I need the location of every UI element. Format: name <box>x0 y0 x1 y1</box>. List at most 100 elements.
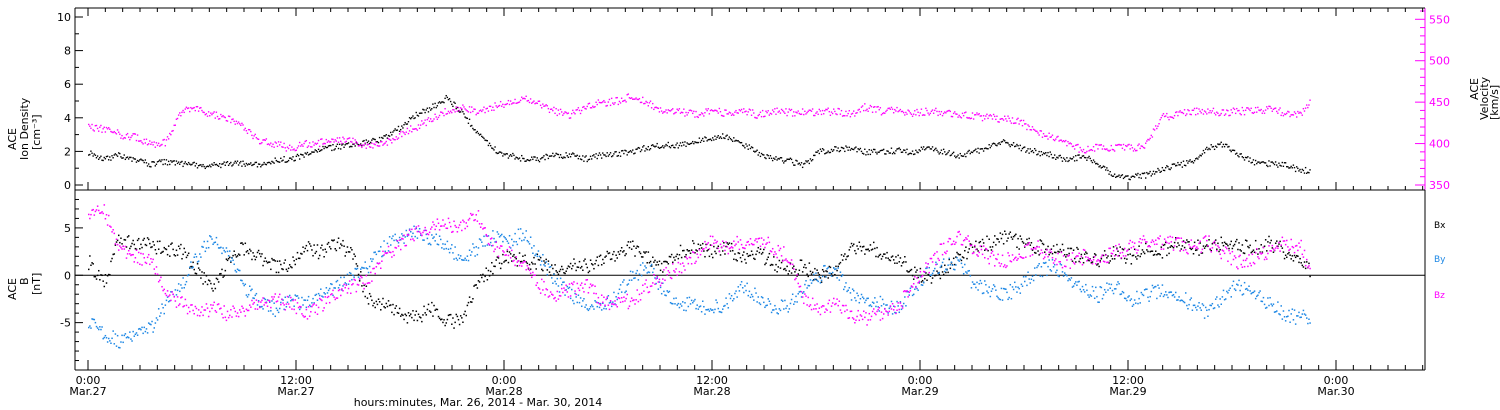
bottom-data-point <box>648 261 651 264</box>
bottom-data-point <box>139 327 141 330</box>
bottom-data-point <box>1288 309 1290 312</box>
top-data-point <box>246 164 249 166</box>
bottom-data-point <box>97 328 100 331</box>
bottom-data-point <box>1252 291 1255 294</box>
bottom-data-point <box>487 235 490 237</box>
bottom-data-point <box>1117 281 1119 283</box>
top-data-point <box>325 146 328 149</box>
bottom-data-point <box>1224 242 1227 245</box>
bottom-data-point <box>961 266 964 269</box>
bottom-data-point <box>177 304 180 307</box>
bottom-data-point <box>634 255 636 257</box>
bottom-data-point <box>516 261 519 263</box>
bottom-data-point <box>1277 245 1279 247</box>
bottom-data-point <box>803 291 805 293</box>
bottom-data-point <box>1015 233 1017 236</box>
top-data-point <box>1128 178 1130 180</box>
bottom-data-point <box>559 277 562 280</box>
bottom-data-point <box>1009 283 1012 286</box>
bottom-data-point <box>618 288 621 291</box>
top-data-point <box>154 146 157 148</box>
bottom-data-point <box>874 297 876 299</box>
bottom-data-point <box>518 252 521 254</box>
top-data-point <box>761 109 764 112</box>
bottom-data-point <box>381 303 383 306</box>
top-data-point <box>199 107 201 109</box>
bottom-data-point <box>536 253 539 256</box>
top-data-point <box>94 154 97 156</box>
bottom-data-point <box>926 279 928 282</box>
top-right-tick-label: 550 <box>1429 13 1450 26</box>
top-data-point <box>1238 156 1240 158</box>
top-data-point <box>1194 113 1197 116</box>
bottom-data-point <box>778 308 781 310</box>
bottom-data-point <box>1083 291 1086 293</box>
top-data-point <box>764 156 766 159</box>
bottom-data-point <box>239 269 241 272</box>
bottom-data-point <box>384 250 386 253</box>
top-data-point <box>1043 135 1046 137</box>
bottom-data-point <box>214 287 217 290</box>
top-data-point <box>978 113 980 115</box>
bottom-data-point <box>300 306 302 309</box>
bottom-data-point <box>847 255 849 257</box>
bottom-data-point <box>747 294 750 297</box>
bottom-data-point <box>165 248 168 251</box>
top-data-point <box>422 123 424 125</box>
top-data-point <box>1059 154 1061 157</box>
top-data-point <box>660 110 663 112</box>
bottom-data-point <box>1261 300 1264 303</box>
top-data-point <box>747 148 749 150</box>
top-data-point <box>150 166 152 168</box>
top-data-point <box>613 103 615 106</box>
bottom-data-point <box>474 255 476 257</box>
bottom-data-point <box>1041 275 1044 278</box>
top-data-point <box>1101 148 1104 150</box>
top-data-point <box>969 152 971 155</box>
bottom-data-point <box>176 289 179 292</box>
bottom-data-point <box>112 229 114 231</box>
bottom-data-point <box>1037 264 1039 267</box>
top-data-point <box>715 109 717 112</box>
top-data-point <box>399 131 402 133</box>
bottom-data-point <box>93 275 96 278</box>
bottom-data-point <box>1062 275 1065 277</box>
top-data-point <box>678 108 681 110</box>
top-data-point <box>784 112 786 114</box>
top-data-point <box>655 106 657 108</box>
bottom-data-point <box>495 259 497 261</box>
bottom-data-point <box>685 309 687 312</box>
bottom-data-point <box>426 233 429 235</box>
top-data-point <box>837 107 839 110</box>
top-data-point <box>899 108 902 111</box>
top-data-point <box>254 161 256 164</box>
top-data-point <box>892 112 895 114</box>
bottom-data-point <box>590 304 593 306</box>
bottom-data-point <box>1118 254 1120 257</box>
top-data-point <box>338 137 341 139</box>
top-data-point <box>854 147 856 149</box>
top-data-point <box>346 138 349 140</box>
top-data-point <box>212 164 214 166</box>
bottom-data-point <box>1086 252 1088 255</box>
top-data-point <box>167 160 170 163</box>
bottom-data-point <box>230 309 232 311</box>
top-data-point <box>1131 175 1134 177</box>
top-data-point <box>1113 173 1116 175</box>
bottom-data-point <box>200 256 202 258</box>
bottom-data-point <box>909 287 912 290</box>
bottom-data-point <box>498 247 501 249</box>
top-data-point <box>904 149 906 152</box>
bottom-data-point <box>891 255 894 257</box>
top-data-point <box>1217 112 1219 115</box>
top-data-point <box>975 114 977 116</box>
top-data-point <box>952 112 955 115</box>
bottom-data-point <box>341 288 343 290</box>
bottom-data-point <box>1050 270 1053 272</box>
top-data-point <box>427 117 430 119</box>
top-data-point <box>811 108 814 110</box>
bottom-data-point <box>900 265 903 267</box>
bottom-data-point <box>1204 245 1207 248</box>
bottom-data-point <box>836 269 838 272</box>
top-data-point <box>506 102 508 105</box>
